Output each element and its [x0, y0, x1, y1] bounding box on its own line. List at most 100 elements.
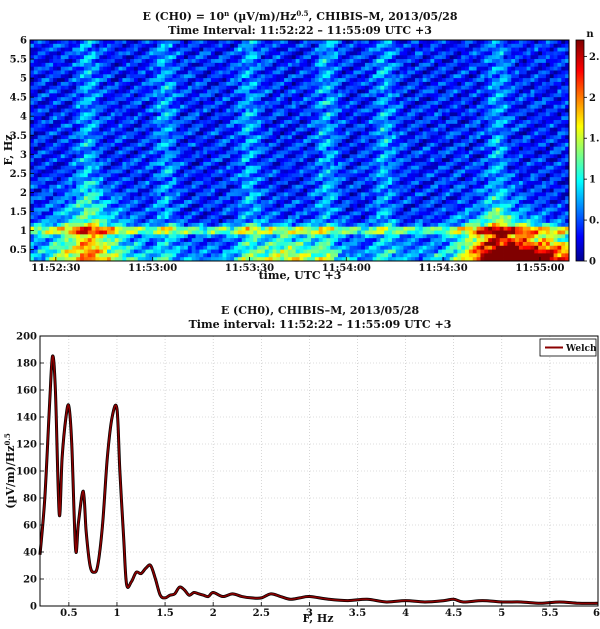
heatmap-cell [45, 139, 50, 144]
heatmap-cell [341, 142, 347, 148]
heatmap-cell [133, 207, 139, 212]
heatmap-cell [56, 192, 62, 197]
heatmap-cell [345, 158, 350, 163]
heatmap-cell [53, 249, 58, 254]
heatmap-cell [299, 230, 304, 235]
heatmap-cell [37, 200, 42, 205]
heatmap-cell [153, 234, 158, 239]
heatmap-cell [210, 123, 216, 129]
heatmap-cell [249, 211, 254, 216]
heatmap-cell [137, 139, 143, 144]
heatmap-cell [64, 238, 69, 243]
heatmap-cell [199, 150, 204, 155]
heatmap-cell [153, 108, 158, 113]
heatmap-cell [45, 104, 50, 109]
heatmap-cell [41, 85, 46, 90]
heatmap-cell [261, 66, 266, 71]
heatmap-cell [53, 173, 58, 178]
heatmap-cell [41, 249, 46, 254]
heatmap-cell [118, 150, 123, 155]
heatmap-cell [334, 238, 339, 243]
heatmap-cell [187, 108, 193, 113]
heatmap-cell [218, 59, 223, 64]
heatmap-cell [91, 62, 96, 68]
heatmap-cell [187, 93, 193, 98]
heatmap-cell [353, 188, 358, 193]
heatmap-cell [176, 188, 181, 193]
heatmap-cell [141, 66, 146, 71]
heatmap-cell [41, 62, 46, 68]
heatmap-cell [157, 192, 162, 197]
heatmap-cell [234, 78, 239, 83]
heatmap-cell [330, 120, 335, 125]
heatmap-cell [145, 47, 150, 52]
heatmap-cell [141, 203, 146, 209]
heatmap-cell [261, 89, 266, 94]
heatmap-cell [80, 43, 85, 49]
heatmap-cell [187, 97, 193, 102]
heatmap-cell [307, 188, 312, 193]
heatmap-cell [195, 241, 200, 247]
heatmap-cell [326, 226, 331, 231]
heatmap-cell [187, 62, 193, 68]
heatmap-cell [133, 112, 139, 117]
heatmap-cell [172, 146, 177, 151]
heatmap-cell [191, 74, 196, 79]
heatmap-cell [245, 108, 250, 113]
heatmap-cell [107, 173, 112, 178]
heatmap-cell [268, 85, 273, 90]
heatmap-cell [80, 196, 85, 201]
heatmap-cell [110, 158, 116, 163]
heatmap-cell [53, 253, 58, 258]
heatmap-cell [133, 211, 139, 216]
heatmap-cell [276, 234, 281, 239]
heatmap-cell [137, 89, 143, 94]
heatmap-cell [264, 116, 270, 121]
heatmap-cell [334, 47, 339, 52]
heatmap-cell [103, 230, 108, 235]
heatmap-cell [45, 184, 50, 189]
heatmap-cell [37, 165, 42, 170]
heatmap-cell [241, 142, 246, 148]
heatmap-cell [187, 74, 193, 79]
heatmap-cell [311, 78, 316, 83]
heatmap-cell [68, 47, 73, 52]
heatmap-cell [164, 89, 169, 94]
heatmap-cell [95, 249, 100, 254]
heatmap-cell [322, 62, 327, 68]
heatmap-cell [318, 127, 323, 132]
heatmap-cell [237, 89, 243, 94]
heatmap-cell [314, 215, 320, 220]
heatmap-cell [80, 238, 85, 243]
heatmap-cell [56, 165, 62, 170]
heatmap-cell [30, 81, 35, 87]
heatmap-cell [76, 173, 81, 178]
heatmap-cell [272, 200, 277, 205]
heatmap-cell [176, 93, 181, 98]
heatmap-cell [160, 108, 166, 113]
heatmap-cell [203, 211, 208, 216]
heatmap-cell [91, 245, 96, 250]
heatmap-cell [210, 158, 216, 163]
heatmap-cell [334, 200, 339, 205]
heatmap-cell [276, 192, 281, 197]
heatmap-cell [191, 180, 196, 186]
heatmap-cell [130, 257, 135, 262]
heatmap-cell [83, 203, 89, 209]
heatmap-cell [56, 142, 62, 148]
heatmap-cell [307, 249, 312, 254]
heatmap-cell [214, 241, 220, 247]
heatmap-cell [122, 234, 127, 239]
heatmap-cell [126, 180, 131, 186]
heatmap-cell [164, 135, 169, 140]
heatmap-cell [103, 245, 108, 250]
heatmap-cell [226, 112, 231, 117]
heatmap-cell [133, 177, 139, 182]
heatmap-cell [276, 215, 281, 220]
heatmap-cell [64, 131, 69, 136]
heatmap-cell [87, 131, 92, 136]
heatmap-cell [80, 139, 85, 144]
heatmap-cell [353, 249, 358, 254]
heatmap-cell [237, 165, 243, 170]
heatmap-cell [83, 89, 89, 94]
